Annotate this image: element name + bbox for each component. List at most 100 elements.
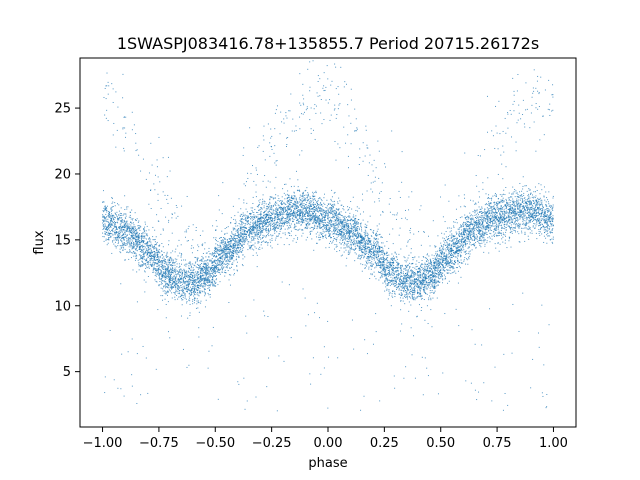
data-point [236, 269, 238, 271]
data-point [504, 221, 506, 223]
data-point [217, 262, 219, 264]
data-point [206, 272, 208, 274]
data-point [351, 208, 353, 210]
data-point [433, 264, 435, 266]
data-point [481, 207, 483, 209]
data-point [530, 206, 532, 208]
data-point [118, 210, 120, 212]
data-point [330, 210, 332, 212]
data-point [294, 223, 296, 225]
data-point [260, 222, 262, 224]
data-point [522, 220, 524, 222]
data-point [192, 286, 194, 288]
data-point [108, 225, 110, 227]
data-point [268, 228, 270, 230]
data-point [387, 284, 389, 286]
data-point [194, 280, 196, 282]
data-point [156, 241, 158, 243]
data-point [381, 269, 383, 271]
data-point [474, 211, 476, 213]
data-point [123, 226, 125, 228]
data-point [201, 270, 203, 272]
data-point [467, 253, 469, 255]
data-point [123, 237, 125, 239]
data-point [151, 265, 153, 267]
data-point [528, 219, 530, 221]
data-point [548, 217, 550, 219]
data-point [338, 212, 340, 214]
data-point [493, 214, 495, 216]
data-point [336, 227, 338, 229]
data-point [460, 240, 462, 242]
data-point [455, 219, 457, 221]
data-point [386, 288, 388, 290]
data-point [172, 268, 174, 270]
data-point [367, 236, 369, 238]
data-point [389, 233, 391, 235]
data-point [420, 294, 422, 296]
data-point [386, 260, 388, 262]
data-point [367, 253, 369, 255]
data-point [496, 219, 498, 221]
data-point [505, 210, 507, 212]
data-point [222, 249, 224, 251]
data-point [381, 252, 383, 254]
data-point [279, 214, 281, 216]
data-point [171, 282, 173, 284]
data-point [221, 271, 223, 273]
data-point [544, 231, 546, 233]
data-point [438, 255, 440, 257]
data-point [110, 233, 112, 235]
data-point [431, 269, 433, 271]
data-point [102, 229, 104, 230]
data-point [193, 285, 195, 287]
data-point [544, 214, 546, 216]
data-point [203, 269, 205, 271]
data-point [430, 286, 432, 288]
data-point [371, 261, 373, 263]
data-point [150, 253, 152, 255]
data-point [161, 271, 163, 273]
data-point [175, 288, 177, 290]
data-point [508, 216, 510, 218]
data-point [270, 214, 272, 216]
data-point [382, 276, 384, 278]
data-point [356, 227, 358, 229]
data-point [333, 229, 335, 231]
data-point [113, 237, 115, 239]
data-point [181, 293, 183, 295]
data-point [479, 208, 481, 210]
data-point [514, 221, 516, 223]
data-point [388, 279, 390, 281]
data-point [383, 275, 385, 277]
data-point [489, 232, 491, 234]
data-point [225, 257, 227, 259]
data-point [329, 220, 331, 222]
data-point [258, 224, 260, 226]
data-point [121, 231, 123, 233]
data-point [394, 282, 396, 284]
data-point [413, 273, 415, 275]
data-point [157, 267, 159, 269]
data-point [193, 276, 195, 278]
data-point [397, 272, 399, 274]
data-point [337, 234, 339, 236]
data-point [257, 216, 259, 218]
data-point [336, 220, 338, 222]
data-point [528, 212, 530, 214]
data-point [312, 207, 314, 209]
data-point [533, 209, 535, 211]
data-point [224, 258, 226, 260]
data-point [362, 238, 364, 240]
data-point [533, 207, 535, 209]
data-point [192, 267, 194, 269]
data-point [371, 246, 373, 248]
data-point [471, 233, 473, 235]
data-point [199, 266, 201, 267]
data-point [515, 205, 517, 207]
data-point [452, 236, 454, 238]
data-point [465, 228, 467, 230]
data-point [305, 220, 307, 222]
data-point [450, 246, 452, 248]
data-point [210, 268, 212, 270]
